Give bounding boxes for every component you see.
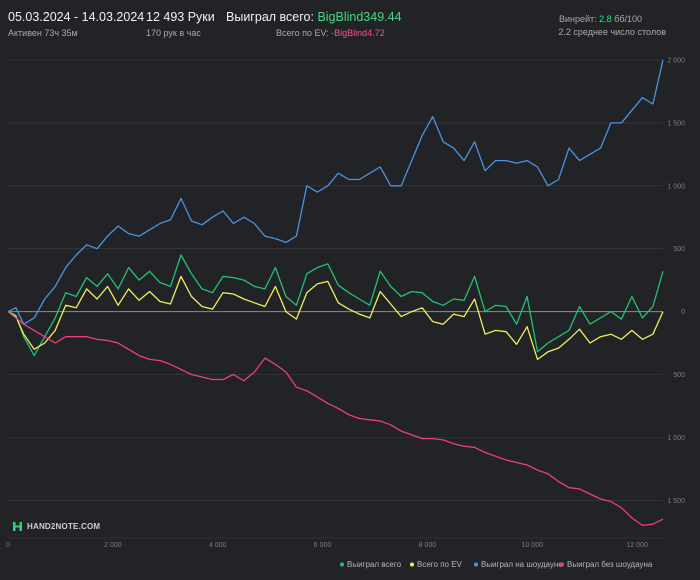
stats-header: 05.03.2024 - 14.03.2024 Активен 73ч 35м … xyxy=(0,0,700,50)
ev-total: Всего по EV: -BigBlind4.72 xyxy=(276,28,385,38)
hand2note-logo-icon xyxy=(13,522,22,531)
x-tick-label: 2 000 xyxy=(104,542,122,549)
won-total: Выиграл всего: BigBlind349.44 xyxy=(226,10,402,24)
winrate-label: Винрейт: xyxy=(558,14,597,24)
y-tick-label: 2 000 xyxy=(667,58,685,65)
winnings-chart: 2 000 1 500 1 000 500 0 500 1 000 1 500 0 2 000 4 … xyxy=(6,58,685,570)
ev-total-label: Всего по EV: xyxy=(276,28,329,38)
ev-total-value: -BigBlind4.72 xyxy=(331,28,385,38)
legend-label: Выиграл на шоудауне xyxy=(481,560,563,569)
x-tick-label: 12 000 xyxy=(626,542,648,549)
legend-marker xyxy=(410,562,414,567)
y-tick-label: 500 xyxy=(673,246,685,253)
legend-label: Выиграл всего xyxy=(347,560,402,569)
won-total-value: BigBlind349.44 xyxy=(317,10,402,24)
winrate-value: 2.8 xyxy=(599,14,612,24)
winrate: Винрейт: 2.8 бб/100 xyxy=(559,14,642,24)
legend-marker xyxy=(474,562,478,567)
x-tick-label: 8 000 xyxy=(419,542,437,549)
x-tick-label: 6 000 xyxy=(314,542,332,549)
legend-label: Всего по EV xyxy=(417,560,463,569)
won-total-label: Выиграл всего: xyxy=(226,10,314,24)
series-line xyxy=(7,59,664,325)
y-tick-label: 1 500 xyxy=(667,120,685,127)
y-tick-label: 0 xyxy=(681,309,685,316)
x-tick-label: 10 000 xyxy=(522,542,544,549)
logo-text: HAND2NOTE.COM xyxy=(27,522,101,531)
y-tick-label: 500 xyxy=(673,372,685,379)
winrate-suffix: бб/100 xyxy=(614,14,642,24)
y-tick-label: 1 000 xyxy=(667,435,685,442)
legend-label: Выиграл без шоудауна xyxy=(567,560,653,569)
y-tick-label: 1 500 xyxy=(667,498,685,505)
legend-marker xyxy=(340,562,344,567)
hands-per-hour: 170 рук в час xyxy=(146,28,201,38)
x-tick-label: 0 xyxy=(6,542,10,549)
series-line xyxy=(7,311,664,527)
series-line xyxy=(7,275,664,361)
brand-logo: HAND2NOTE.COM xyxy=(12,521,100,532)
hands-count: 12 493 Руки xyxy=(146,10,215,24)
legend-marker xyxy=(560,562,564,567)
active-time: Активен 73ч 35м xyxy=(8,28,78,38)
y-tick-label: 1 000 xyxy=(667,183,685,190)
series-line xyxy=(7,254,664,357)
avg-tables: 2.2 среднее число столов xyxy=(558,27,666,37)
date-range[interactable]: 05.03.2024 - 14.03.2024 xyxy=(8,10,145,24)
x-tick-label: 4 000 xyxy=(209,542,227,549)
